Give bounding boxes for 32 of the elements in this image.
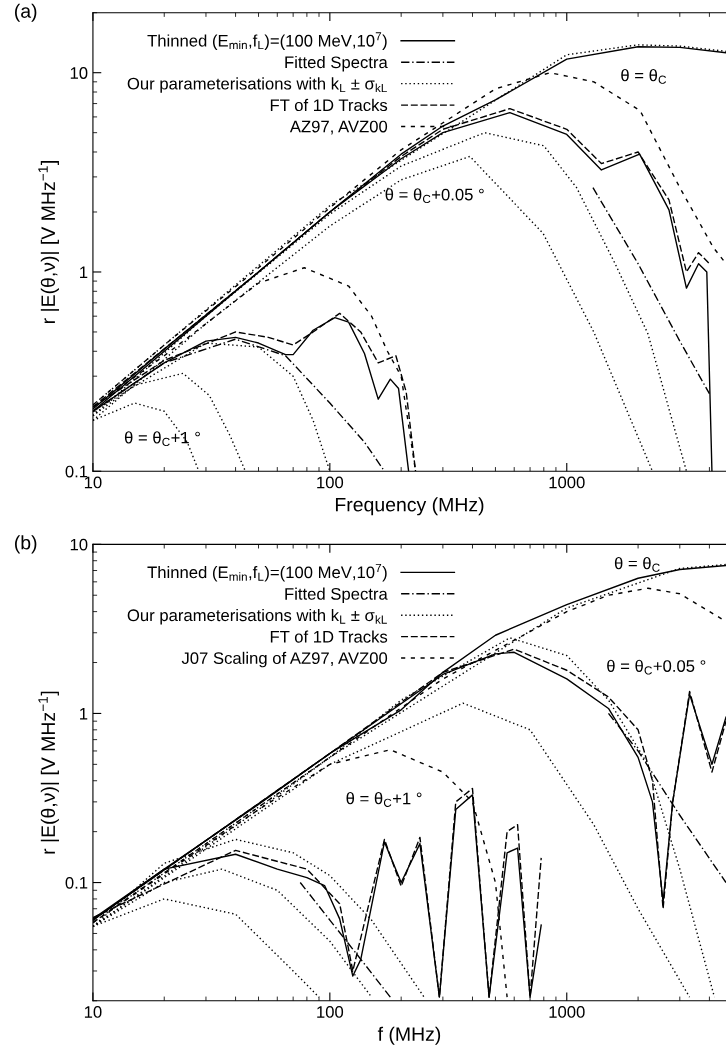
x-tick-label: 1000 (549, 476, 585, 489)
annotation: θ = θ$_{C}$+1 ° (124, 431, 200, 447)
y-tick-label: 1 (80, 708, 88, 720)
y-axis-title: r |E(θ,ν)| [V MHz$^{−1}$] (38, 161, 60, 324)
x-axis-title: Frequency (MHz) (335, 497, 484, 516)
y-tick-label: 0.1 (65, 876, 88, 889)
x-axis-title: f (MHz) (377, 1026, 441, 1045)
annotation: θ = θ$_{C}$ (614, 557, 660, 572)
annotation: θ = θ$_{C}$+0.05 ° (385, 188, 484, 204)
annotation: θ = θ$_{C}$+0.05 ° (607, 659, 706, 675)
legend-label: Our parameterisations with k$_{L}$ ± σ$_{kL}$ (127, 77, 387, 93)
annotation: θ = θ$_{C}$ (621, 69, 667, 84)
x-tick-label: 100 (317, 1006, 344, 1018)
text: (b) (15, 535, 37, 554)
legend-label: J07 Scaling of AZ97, AVZ00 (181, 651, 388, 668)
legend-label: Our parameterisations with k$_{L}$ ± σ$_{kL}$ (127, 608, 387, 625)
y-tick-label: 10 (70, 538, 88, 551)
text: (a) (15, 3, 37, 22)
y-tick-label: 1 (80, 266, 88, 279)
legend-label: AZ97, AVZ00 (289, 120, 388, 135)
x-tick-label: 1000 (549, 1006, 585, 1018)
legend-label: FT of 1D Tracks (270, 630, 388, 643)
legend-label: FT of 1D Tracks (270, 98, 388, 112)
x-tick-label: 100 (317, 476, 344, 489)
y-tick-label: 0.1 (65, 465, 88, 478)
y-axis-title: r |E(θ,ν)| [V MHz$^{−1}$] (38, 691, 60, 854)
annotation: θ = θ$_{C}$+1 ° (346, 792, 422, 807)
legend-label: Fitted Spectra (285, 587, 388, 604)
legend-label: Thinned (E$_{min}$,f$_{L}$)=(100 MeV,10$^{7}$) (147, 32, 387, 50)
y-tick-label: 10 (70, 67, 88, 79)
legend-label: Fitted Spectra (285, 55, 388, 72)
legend-label: Thinned (E$_{min}$,f$_{L}$)=(100 MeV,10$^{7}$) (147, 563, 387, 582)
